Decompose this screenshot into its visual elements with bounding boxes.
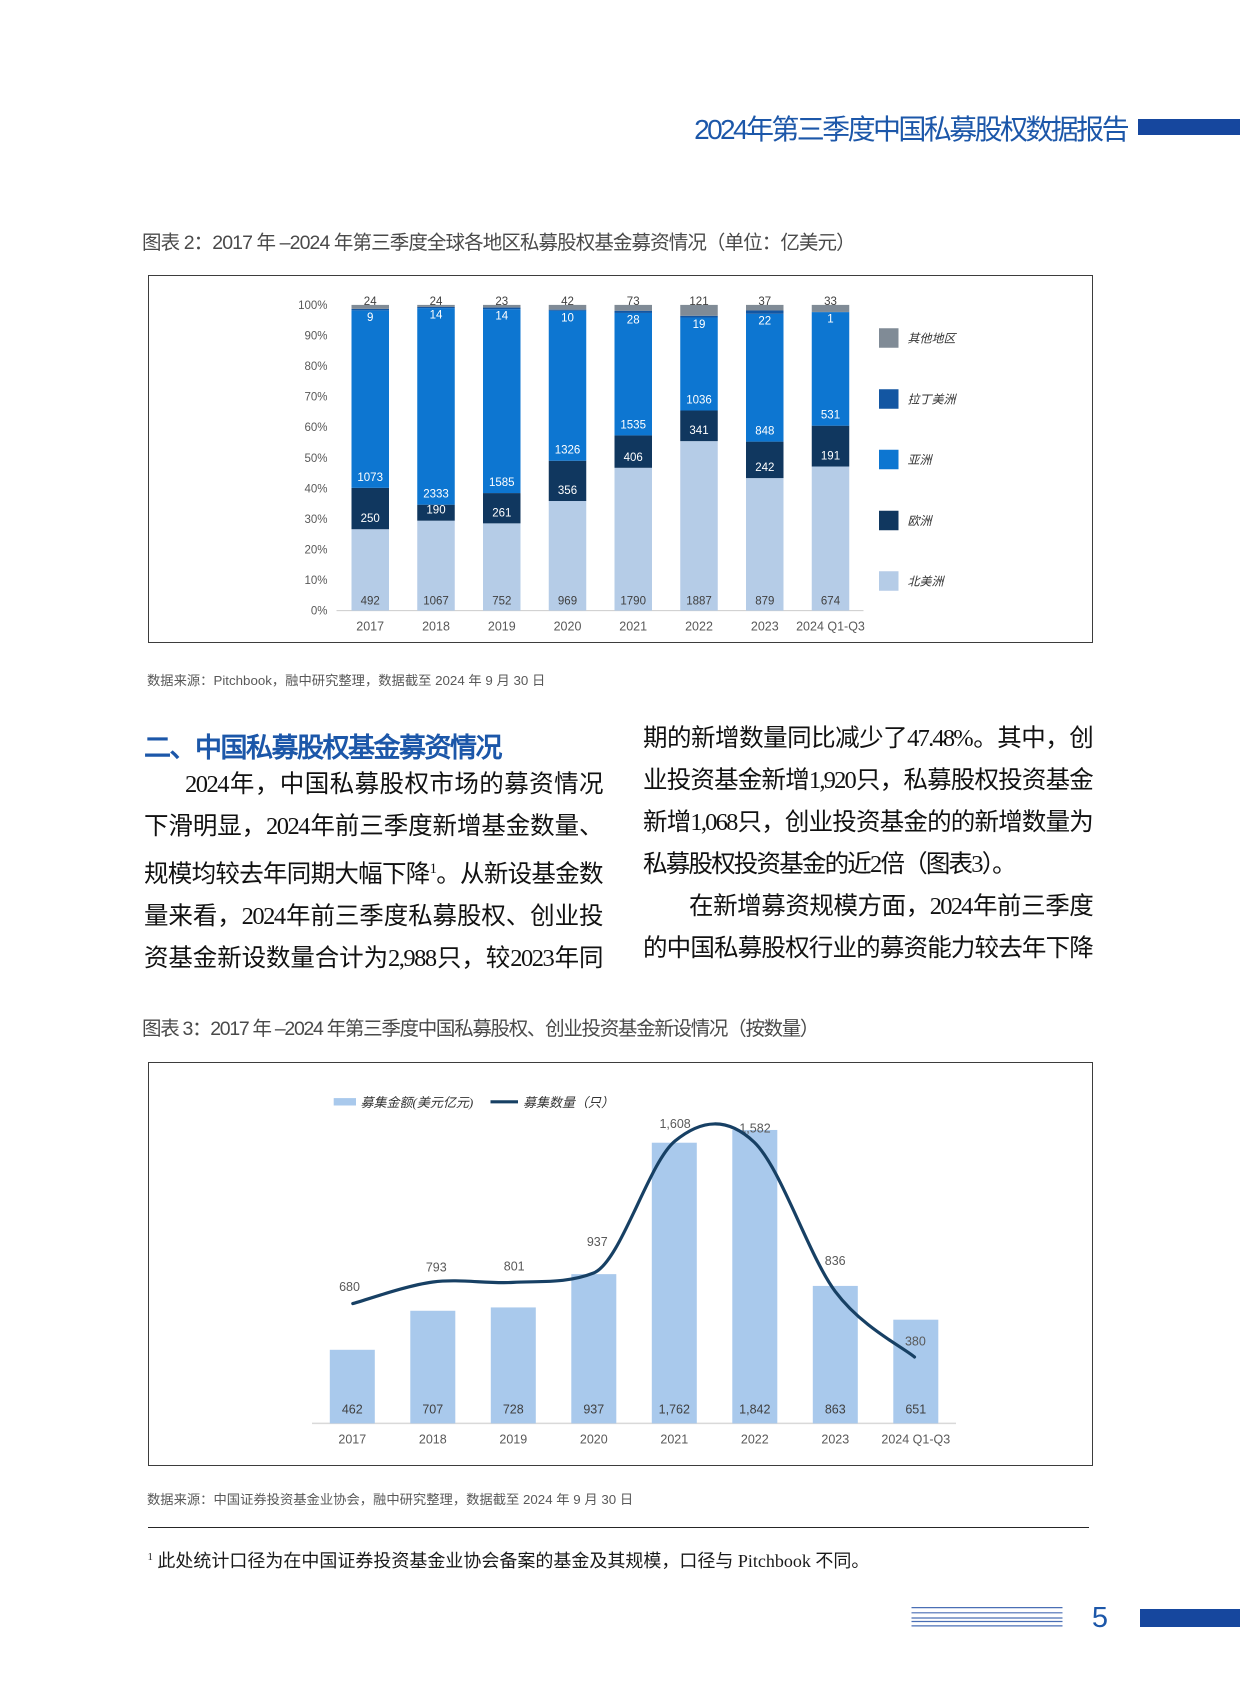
- svg-text:23: 23: [495, 296, 508, 308]
- svg-text:欧洲: 欧洲: [907, 514, 933, 528]
- svg-text:937: 937: [586, 1235, 607, 1249]
- svg-text:42: 42: [561, 296, 574, 308]
- svg-text:1585: 1585: [489, 477, 515, 489]
- svg-text:1036: 1036: [686, 395, 712, 407]
- svg-text:863: 863: [824, 1402, 845, 1416]
- svg-text:728: 728: [502, 1402, 523, 1416]
- svg-text:募集金额(美元亿元): 募集金额(美元亿元): [360, 1095, 473, 1110]
- svg-text:1535: 1535: [620, 419, 646, 431]
- svg-text:937: 937: [583, 1402, 604, 1416]
- svg-text:24: 24: [429, 296, 442, 308]
- svg-text:2024 Q1-Q3: 2024 Q1-Q3: [796, 620, 865, 634]
- svg-text:北美洲: 北美洲: [907, 575, 945, 589]
- svg-text:969: 969: [557, 596, 576, 608]
- svg-text:90%: 90%: [304, 331, 327, 343]
- svg-text:60%: 60%: [304, 422, 327, 434]
- svg-text:848: 848: [755, 426, 774, 438]
- svg-text:356: 356: [557, 485, 576, 497]
- svg-text:492: 492: [360, 596, 379, 608]
- svg-text:1: 1: [827, 314, 833, 326]
- svg-text:50%: 50%: [304, 453, 327, 465]
- svg-text:1326: 1326: [554, 445, 580, 457]
- svg-text:793: 793: [425, 1261, 446, 1275]
- svg-text:10: 10: [561, 312, 574, 324]
- svg-text:191: 191: [820, 451, 839, 463]
- svg-text:674: 674: [820, 596, 840, 608]
- svg-text:752: 752: [492, 596, 511, 608]
- svg-text:14: 14: [429, 310, 442, 322]
- svg-text:2024 Q1-Q3: 2024 Q1-Q3: [881, 1432, 950, 1446]
- svg-text:651: 651: [905, 1402, 926, 1416]
- svg-text:70%: 70%: [304, 392, 327, 404]
- svg-text:2019: 2019: [499, 1432, 527, 1446]
- svg-text:19: 19: [692, 319, 705, 331]
- svg-text:879: 879: [755, 596, 774, 608]
- svg-text:531: 531: [820, 410, 839, 422]
- svg-text:462: 462: [341, 1402, 362, 1416]
- svg-text:380: 380: [904, 1335, 925, 1349]
- svg-text:14: 14: [495, 311, 508, 323]
- svg-text:2021: 2021: [660, 1432, 688, 1446]
- svg-text:801: 801: [503, 1259, 524, 1273]
- svg-text:250: 250: [360, 513, 379, 525]
- svg-text:1,762: 1,762: [658, 1402, 689, 1416]
- svg-text:20%: 20%: [304, 545, 327, 557]
- svg-text:836: 836: [824, 1254, 845, 1268]
- svg-text:24: 24: [363, 296, 376, 308]
- svg-text:406: 406: [623, 452, 642, 464]
- svg-text:2019: 2019: [487, 620, 515, 634]
- svg-text:2018: 2018: [418, 1432, 446, 1446]
- svg-text:100%: 100%: [298, 300, 327, 312]
- svg-text:680: 680: [339, 1280, 360, 1294]
- svg-text:2023: 2023: [821, 1432, 849, 1446]
- svg-text:2333: 2333: [423, 489, 449, 501]
- svg-text:2020: 2020: [579, 1432, 607, 1446]
- svg-text:亚洲: 亚洲: [907, 453, 933, 467]
- svg-text:242: 242: [755, 462, 774, 474]
- svg-text:2018: 2018: [422, 620, 450, 634]
- svg-text:0%: 0%: [310, 606, 327, 618]
- svg-text:其他地区: 其他地区: [907, 332, 957, 346]
- svg-text:募集数量（只）: 募集数量（只）: [523, 1095, 614, 1110]
- svg-text:30%: 30%: [304, 514, 327, 526]
- svg-text:2017: 2017: [338, 1432, 366, 1446]
- svg-text:707: 707: [422, 1402, 443, 1416]
- svg-text:1790: 1790: [620, 596, 646, 608]
- svg-text:10%: 10%: [304, 575, 327, 587]
- svg-text:2022: 2022: [685, 620, 713, 634]
- svg-text:2023: 2023: [750, 620, 778, 634]
- svg-text:1067: 1067: [423, 596, 449, 608]
- svg-text:2017: 2017: [356, 620, 384, 634]
- svg-text:190: 190: [426, 505, 445, 517]
- svg-text:1073: 1073: [357, 472, 383, 484]
- svg-text:80%: 80%: [304, 361, 327, 373]
- svg-text:1,842: 1,842: [739, 1402, 770, 1416]
- svg-text:1,608: 1,608: [659, 1117, 690, 1131]
- svg-text:2021: 2021: [619, 620, 647, 634]
- svg-text:1887: 1887: [686, 596, 712, 608]
- svg-text:121: 121: [689, 296, 708, 308]
- svg-text:9: 9: [366, 312, 372, 324]
- svg-text:28: 28: [626, 315, 639, 327]
- svg-text:2020: 2020: [553, 620, 581, 634]
- svg-text:33: 33: [824, 296, 837, 308]
- svg-text:37: 37: [758, 296, 771, 308]
- svg-text:22: 22: [758, 315, 771, 327]
- svg-text:1,582: 1,582: [739, 1122, 770, 1136]
- svg-text:2022: 2022: [740, 1432, 768, 1446]
- svg-text:341: 341: [689, 425, 708, 437]
- svg-text:73: 73: [626, 296, 639, 308]
- svg-text:261: 261: [492, 507, 511, 519]
- svg-text:拉丁美洲: 拉丁美洲: [907, 393, 957, 407]
- svg-text:40%: 40%: [304, 483, 327, 495]
